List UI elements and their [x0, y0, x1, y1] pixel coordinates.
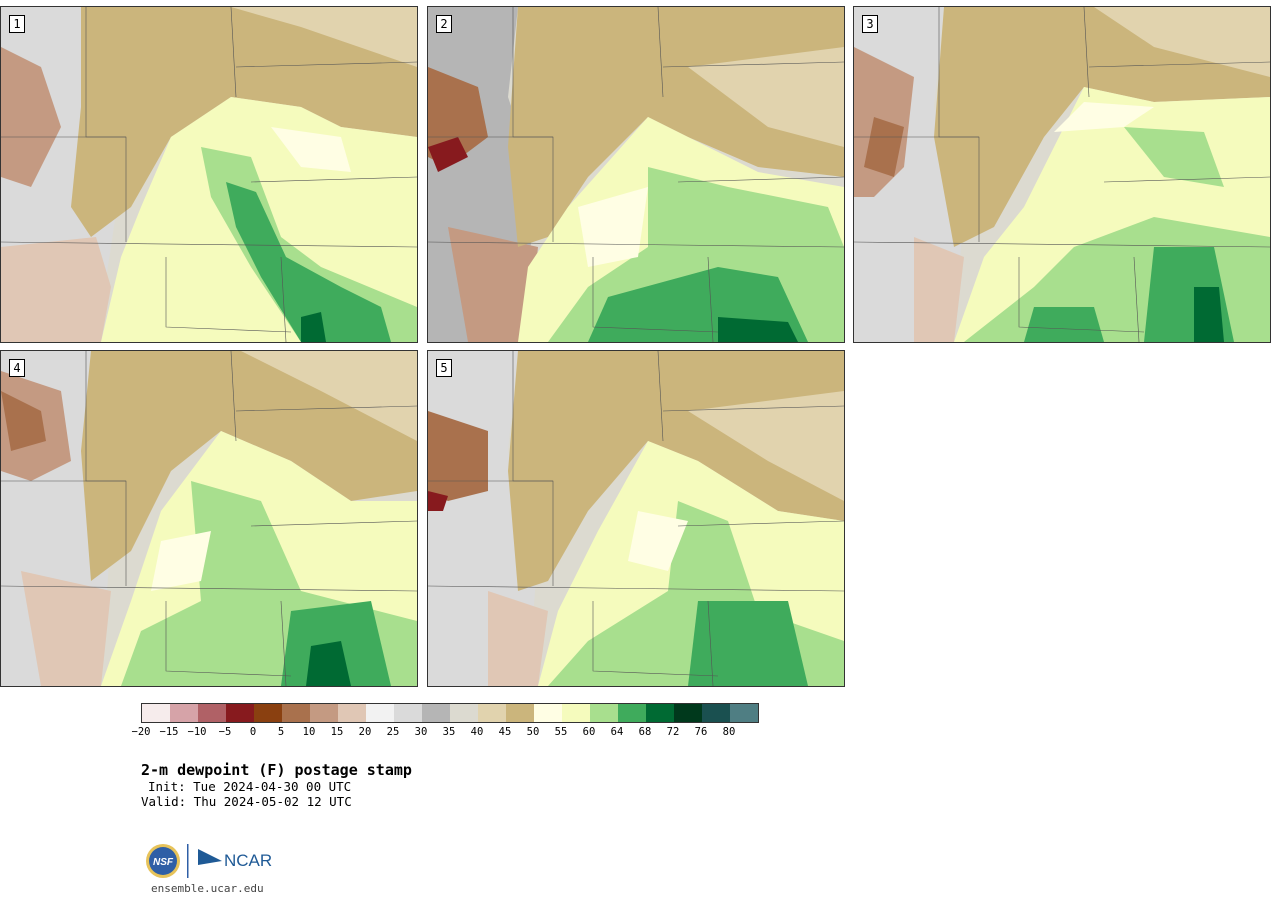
colorbar-tick-label: 60 [582, 726, 596, 738]
colorbar-ticks: −20 −15 −10 −5 0 5 10 15 20 25 30 35 40 45 50 55 60 64 68 7… [132, 726, 781, 740]
colorbar-tick-label: 20 [358, 726, 372, 738]
svg-text:NCAR: NCAR [224, 851, 272, 870]
colorbar-swatch [254, 704, 282, 722]
colorbar-tick-label: 72 [666, 726, 680, 738]
colorbar-swatch [674, 704, 702, 722]
panel-number: 1 [9, 15, 25, 33]
logos: NSF NCAR [144, 841, 284, 881]
colorbar-tick-label: 40 [470, 726, 484, 738]
colorbar [141, 703, 759, 723]
dewpoint-map-2 [428, 7, 844, 342]
colorbar-swatch [450, 704, 478, 722]
map-panel-1: 1 [0, 6, 418, 343]
colorbar-swatch [394, 704, 422, 722]
colorbar-tick-label: −10 [187, 726, 207, 738]
website-url: ensemble.ucar.edu [151, 882, 264, 895]
colorbar-swatch [702, 704, 730, 722]
dewpoint-map-1 [1, 7, 417, 342]
colorbar-tick-label: 25 [386, 726, 400, 738]
colorbar-swatch [170, 704, 198, 722]
colorbar-tick-label: −5 [218, 726, 232, 738]
colorbar-tick-label: 76 [694, 726, 708, 738]
colorbar-swatch [422, 704, 450, 722]
panel-number: 2 [436, 15, 452, 33]
colorbar-swatch [646, 704, 674, 722]
colorbar-swatch [142, 704, 170, 722]
colorbar-swatch [338, 704, 366, 722]
colorbar-tick-label: 45 [498, 726, 512, 738]
colorbar-swatch [310, 704, 338, 722]
map-panel-4: 4 [0, 350, 418, 687]
colorbar-swatch [730, 704, 758, 722]
colorbar-tick-label: 15 [330, 726, 344, 738]
colorbar-swatch [198, 704, 226, 722]
colorbar-swatch [590, 704, 618, 722]
colorbar-tick-label: 68 [638, 726, 652, 738]
colorbar-tick-label: 10 [302, 726, 316, 738]
nsf-ncar-logo: NSF NCAR [146, 844, 272, 878]
colorbar-swatch [618, 704, 646, 722]
valid-time: Valid: Thu 2024-05-02 12 UTC [141, 794, 352, 809]
map-panel-5: 5 [427, 350, 845, 687]
colorbar-swatch [506, 704, 534, 722]
colorbar-swatch [366, 704, 394, 722]
ncar-logo-icon: NCAR [198, 849, 272, 870]
colorbar-tick-label: 64 [610, 726, 624, 738]
dewpoint-map-3 [854, 7, 1270, 342]
colorbar-swatch [534, 704, 562, 722]
dewpoint-map-5 [428, 351, 844, 686]
panel-number: 4 [9, 359, 25, 377]
colorbar-tick-label: −15 [159, 726, 179, 738]
colorbar-tick-label: 5 [277, 726, 285, 738]
colorbar-swatch [226, 704, 254, 722]
colorbar-swatch [282, 704, 310, 722]
init-time: Init: Tue 2024-04-30 00 UTC [148, 779, 352, 794]
dewpoint-map-4 [1, 351, 417, 686]
colorbar-tick-label: 0 [249, 726, 257, 738]
colorbar-tick-label: 80 [722, 726, 736, 738]
colorbar-tick-label: 50 [526, 726, 540, 738]
colorbar-swatch [478, 704, 506, 722]
map-panel-2: 2 [427, 6, 845, 343]
svg-text:NSF: NSF [153, 857, 174, 868]
colorbar-tick-label: 30 [414, 726, 428, 738]
nsf-logo-icon: NSF [146, 844, 180, 878]
colorbar-tick-label: 55 [554, 726, 568, 738]
colorbar-tick-label: 35 [442, 726, 456, 738]
panel-number: 3 [862, 15, 878, 33]
colorbar-swatch [562, 704, 590, 722]
map-panel-3: 3 [853, 6, 1271, 343]
panel-number: 5 [436, 359, 452, 377]
figure-title: 2-m dewpoint (F) postage stamp [141, 761, 412, 779]
colorbar-tick-label: −20 [131, 726, 151, 738]
